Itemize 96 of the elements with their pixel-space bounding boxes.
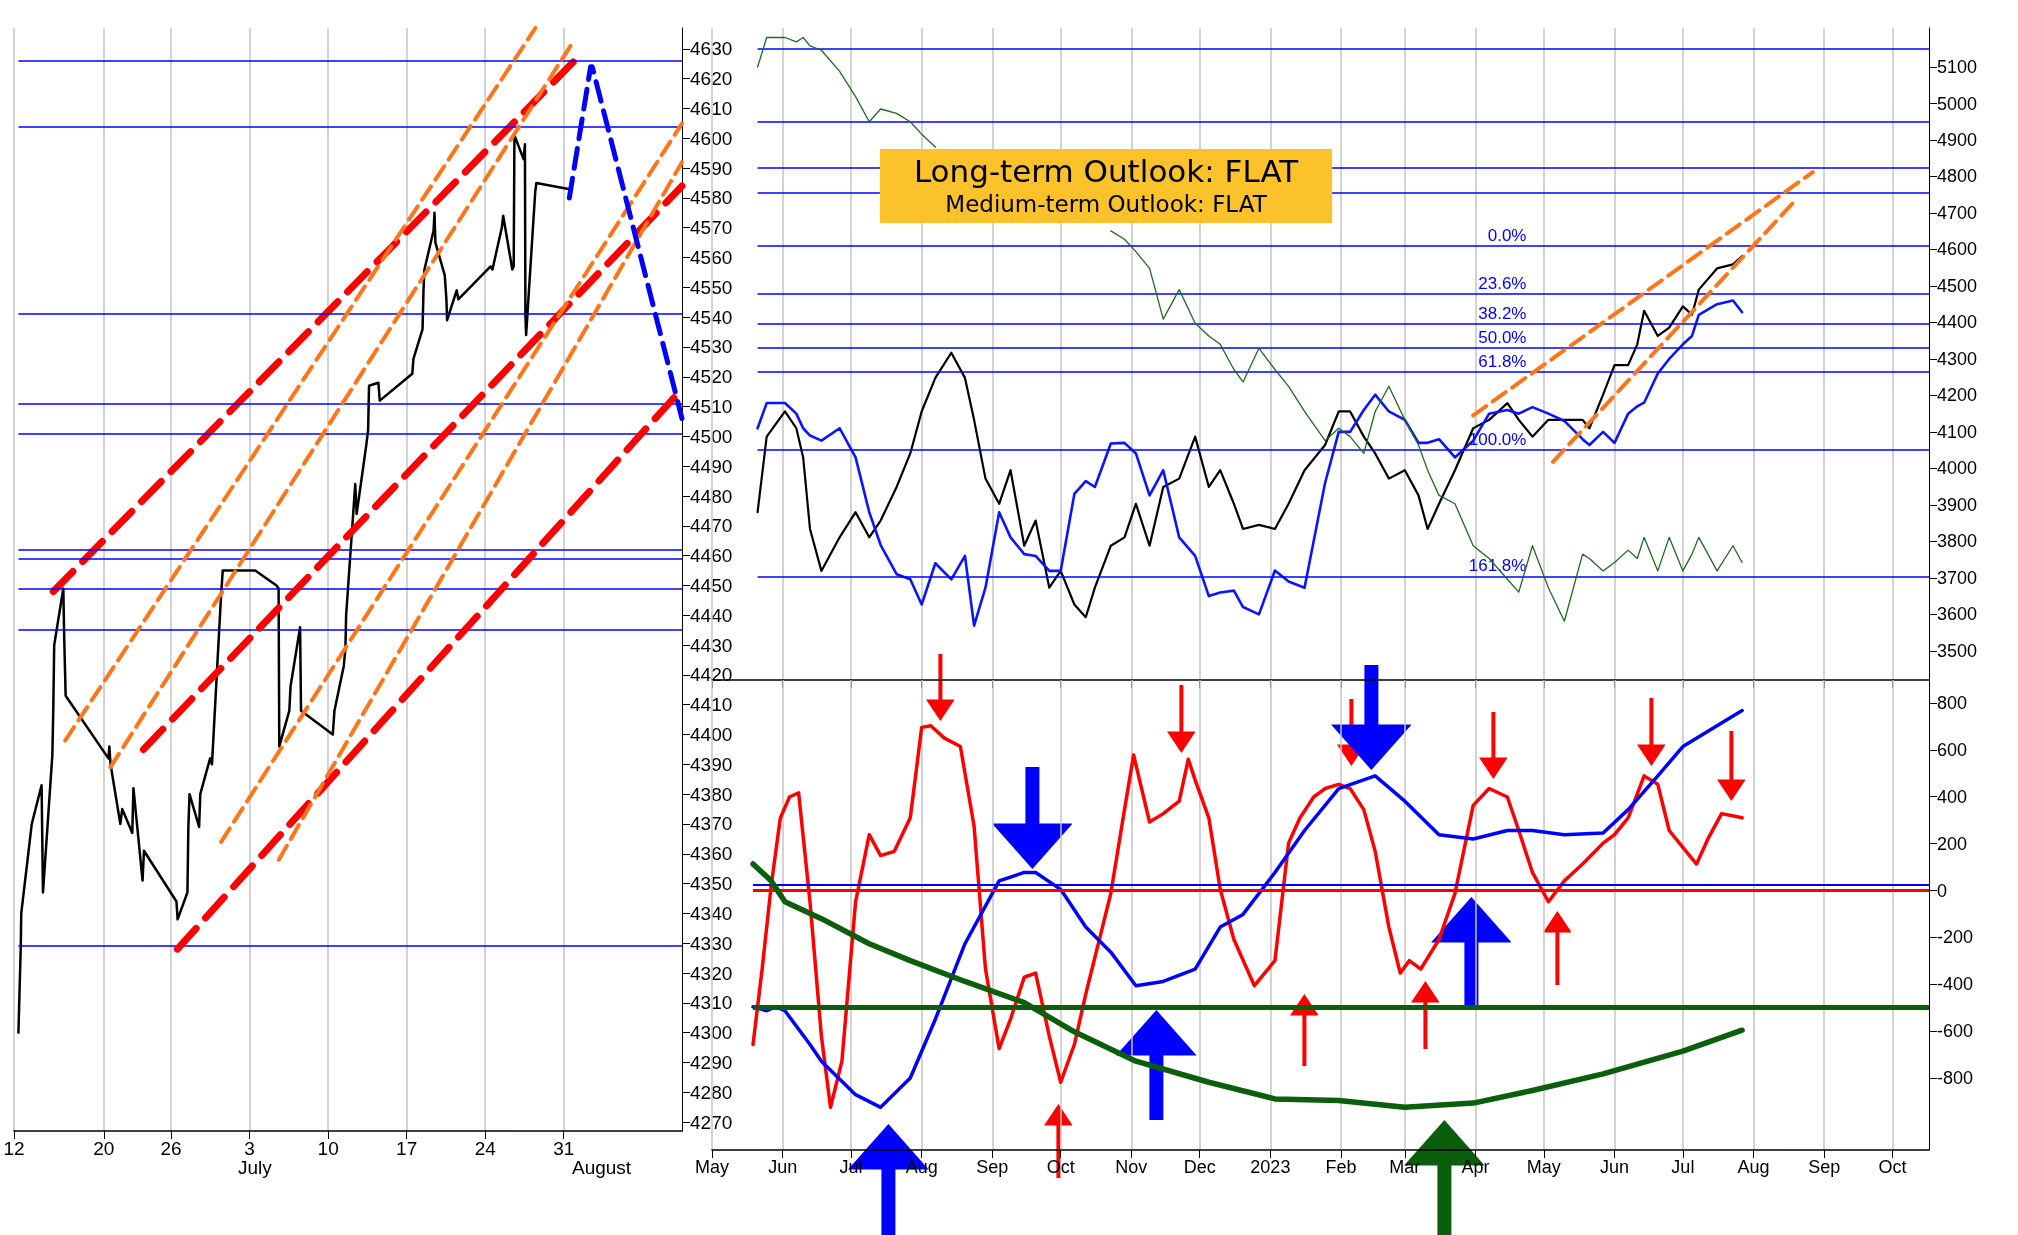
annotation: 0.0% <box>1487 225 1527 245</box>
y-tick-label: 3700 <box>1937 567 1978 588</box>
x-tick-label: May <box>1526 1157 1561 1177</box>
x-tick-label: May <box>694 1157 730 1177</box>
y-tick-label: 4900 <box>1937 130 1978 151</box>
y-tick-label: 4290 <box>690 1051 733 1073</box>
x-tick-label: Jul <box>839 1157 863 1177</box>
annotation: 38.2% <box>1478 303 1527 323</box>
y-tick-label: 4610 <box>690 97 733 119</box>
x-tick-label: Jun <box>1599 1157 1630 1177</box>
annotation: 23.6% <box>1478 273 1527 293</box>
y-tick-label: 4300 <box>690 1022 733 1044</box>
x-tick-label: Feb <box>1325 1157 1357 1177</box>
y-tick-label: 4460 <box>690 545 733 567</box>
y-tick-label: -800 <box>1937 1068 1974 1089</box>
y-tick-label: 0 <box>1937 880 1948 901</box>
x-tick-label: 17 <box>396 1138 418 1159</box>
annotation: 61.8% <box>1478 352 1527 372</box>
y-tick-label: 4330 <box>690 932 733 954</box>
x-tick-label: Jun <box>768 1157 798 1177</box>
x-tick-label: Mar <box>1389 1157 1421 1177</box>
y-tick-label: 3800 <box>1937 531 1978 552</box>
text: July <box>238 1157 273 1178</box>
y-tick-label: 4700 <box>1937 202 1978 223</box>
y-tick-label: 4280 <box>690 1081 733 1103</box>
y-tick-label: 4450 <box>690 574 733 596</box>
y-tick-label: 4320 <box>690 962 733 984</box>
y-tick-label: 4340 <box>690 902 733 924</box>
y-tick-label: 4500 <box>690 425 733 447</box>
y-tick-label: 4400 <box>690 724 733 746</box>
y-tick-label: 3900 <box>1937 494 1978 515</box>
x-tick-label: 31 <box>553 1138 575 1159</box>
x-tick-label: 12 <box>3 1138 25 1159</box>
y-tick-label: 4620 <box>690 68 733 90</box>
line-series <box>17 134 570 1034</box>
text: Medium-term Outlook: FLAT <box>945 190 1268 217</box>
annotation: 50.0% <box>1478 327 1527 347</box>
y-tick-label: 5100 <box>1937 57 1978 78</box>
y-tick-label: 5000 <box>1937 93 1978 114</box>
y-tick-label: -200 <box>1937 927 1974 948</box>
y-tick-label: 4370 <box>690 813 733 835</box>
x-tick-label: Sep <box>976 1157 1009 1177</box>
x-tick-label: Dec <box>1183 1157 1216 1177</box>
y-tick-label: 800 <box>1937 692 1968 713</box>
y-tick-label: 4540 <box>690 306 733 328</box>
y-tick-label: 4390 <box>690 753 733 775</box>
y-tick-label: 4800 <box>1937 166 1978 187</box>
y-tick-label: 4600 <box>690 127 733 149</box>
y-tick-label: 4270 <box>690 1111 733 1133</box>
y-tick-label: 600 <box>1937 739 1968 760</box>
y-tick-label: 4410 <box>690 694 733 716</box>
x-tick-label: Jul <box>1671 1157 1695 1177</box>
y-tick-label: 200 <box>1937 833 1968 854</box>
y-tick-label: 4580 <box>690 187 733 209</box>
y-tick-label: 4310 <box>690 992 733 1014</box>
x-tick-label: 20 <box>93 1138 115 1159</box>
x-tick-label: Aug <box>1737 1157 1770 1177</box>
y-tick-label: 4530 <box>690 336 733 358</box>
y-tick-label: 4590 <box>690 157 733 179</box>
y-tick-label: 4480 <box>690 485 733 507</box>
x-tick-label: Oct <box>1878 1157 1907 1177</box>
y-tick-label: 4520 <box>690 366 733 388</box>
x-tick-label: 2023 <box>1250 1157 1291 1177</box>
text: August <box>572 1157 632 1178</box>
y-tick-label: 4350 <box>690 873 733 895</box>
y-tick-label: 3500 <box>1937 640 1978 661</box>
text: Long-term Outlook: FLAT <box>913 152 1300 189</box>
x-tick-label: 10 <box>317 1138 339 1159</box>
y-tick-label: 4560 <box>690 247 733 269</box>
y-tick-label: 4500 <box>1937 275 1978 296</box>
y-tick-label: 4550 <box>690 276 733 298</box>
y-tick-label: 4400 <box>1937 312 1978 333</box>
y-tick-label: 4570 <box>690 217 733 239</box>
y-tick-label: 4600 <box>1937 239 1978 260</box>
y-tick-label: 4440 <box>690 604 733 626</box>
x-tick-label: 26 <box>160 1138 182 1159</box>
y-tick-label: 4200 <box>1937 385 1978 406</box>
y-tick-label: 4420 <box>690 664 733 686</box>
x-tick-label: 24 <box>474 1138 497 1159</box>
y-tick-label: 4300 <box>1937 348 1978 369</box>
y-tick-label: 400 <box>1937 786 1968 807</box>
y-tick-label: 4380 <box>690 783 733 805</box>
y-tick-label: -400 <box>1937 974 1974 995</box>
y-tick-label: 4470 <box>690 515 733 537</box>
y-tick-label: 4630 <box>690 38 733 60</box>
y-tick-label: 4100 <box>1937 421 1978 442</box>
y-tick-label: 4510 <box>690 396 733 418</box>
y-tick-label: 4360 <box>690 843 733 865</box>
x-tick-label: 3 <box>244 1138 255 1159</box>
y-tick-label: -600 <box>1937 1021 1974 1042</box>
y-tick-label: 4000 <box>1937 458 1978 479</box>
y-tick-label: 4430 <box>690 634 733 656</box>
y-tick-label: 4490 <box>690 455 733 477</box>
y-tick-label: 3600 <box>1937 604 1978 625</box>
x-tick-label: Sep <box>1808 1157 1841 1177</box>
x-tick-label: Nov <box>1115 1157 1148 1177</box>
